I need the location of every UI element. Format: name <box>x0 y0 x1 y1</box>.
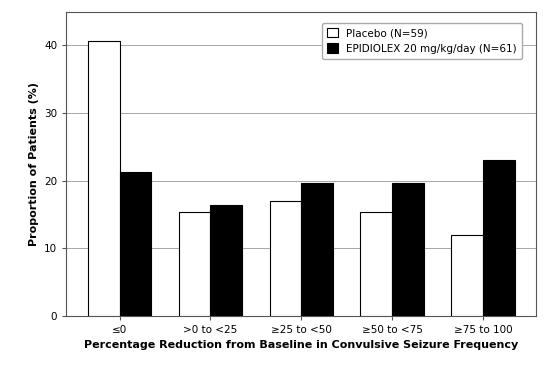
Bar <box>451 235 483 316</box>
Bar <box>269 201 301 316</box>
Bar <box>392 182 424 316</box>
Bar <box>483 160 515 316</box>
Bar <box>301 182 333 316</box>
Y-axis label: Proportion of Patients (%): Proportion of Patients (%) <box>29 82 39 246</box>
X-axis label: Percentage Reduction from Baseline in Convulsive Seizure Frequency: Percentage Reduction from Baseline in Co… <box>84 340 519 350</box>
Bar <box>179 212 211 316</box>
Bar <box>88 40 119 316</box>
Legend: Placebo (N=59), EPIDIOLEX 20 mg/kg/day (N=61): Placebo (N=59), EPIDIOLEX 20 mg/kg/day (… <box>322 23 522 59</box>
Bar <box>211 205 242 316</box>
Bar <box>361 212 392 316</box>
Bar <box>119 172 152 316</box>
